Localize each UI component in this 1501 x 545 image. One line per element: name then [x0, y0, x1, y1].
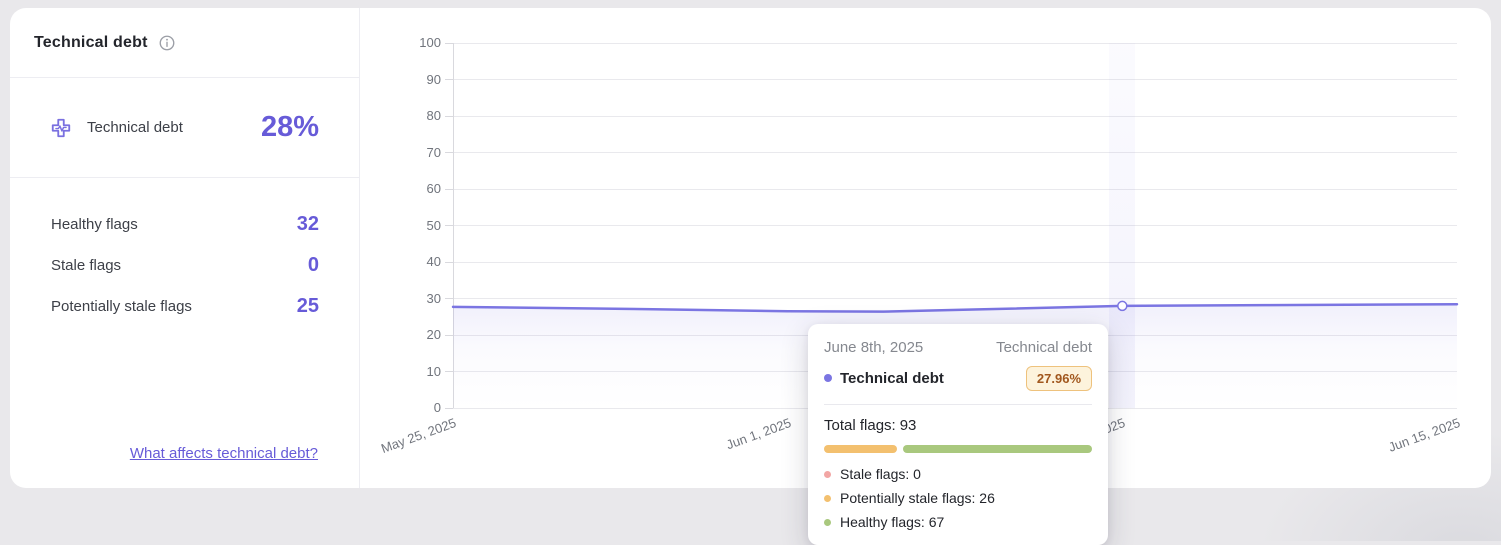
what-affects-link[interactable]: What affects technical debt?	[129, 445, 318, 462]
total-flags-label: Total flags:	[824, 417, 896, 434]
legend-dot-icon	[824, 470, 831, 478]
flag-label: Stale flags	[51, 257, 122, 274]
tooltip-legend: Stale flags: 0 Potentially stale flags: 2…	[824, 466, 1092, 530]
y-axis-label: 30	[426, 290, 441, 306]
y-axis-tick	[445, 115, 453, 117]
flag-label: Healthy flags	[51, 216, 138, 233]
technical-debt-metric-row: Technical debt 28%	[10, 78, 359, 178]
y-axis-label: 100	[419, 35, 441, 50]
tooltip-column-title: Technical debt	[996, 339, 1092, 356]
legend-dot-icon	[824, 494, 831, 502]
tooltip-date: June 8th, 2025	[824, 339, 924, 356]
health-cross-icon	[50, 117, 72, 139]
technical-debt-card: Technical debt Technical debt 28%	[10, 8, 1491, 488]
gridline	[453, 225, 1457, 226]
y-axis-tick	[445, 371, 453, 372]
tooltip-legend-item: Stale flags: 0	[824, 466, 1092, 482]
gridline	[453, 188, 1457, 190]
y-axis-tick	[445, 334, 453, 336]
y-axis-tick	[445, 188, 453, 190]
x-axis-label: Jun 1, 2025	[723, 415, 793, 453]
hovered-point-marker	[1117, 300, 1128, 312]
gridline	[453, 42, 1457, 44]
gridline	[453, 152, 1457, 153]
panel-header: Technical debt	[10, 8, 359, 78]
tooltip-header: June 8th, 2025 Technical debt	[824, 339, 1092, 356]
y-axis-tick	[445, 261, 453, 263]
tooltip-divider	[824, 404, 1092, 405]
y-axis-tick	[445, 152, 453, 153]
legend-dot-icon	[824, 518, 831, 526]
flag-value: 25	[296, 295, 319, 317]
y-axis-label: 50	[426, 217, 441, 233]
metric-label: Technical debt	[87, 119, 183, 136]
debt-line	[451, 303, 1459, 313]
series-dot-icon	[824, 374, 832, 382]
gridline	[453, 79, 1457, 80]
flag-row-potentially-stale: Potentially stale flags 25	[51, 286, 319, 327]
y-axis-label: 10	[426, 363, 441, 379]
y-axis-tick	[445, 298, 453, 299]
y-axis-tick	[445, 407, 453, 409]
flags-list: Healthy flags 32 Stale flags 0 Potential…	[10, 178, 359, 327]
flags-bar	[824, 445, 1092, 453]
panel-title: Technical debt	[34, 33, 148, 51]
y-axis-line	[453, 43, 454, 408]
y-axis-label: 80	[426, 108, 441, 123]
tooltip-value-badge: 27.96%	[1025, 365, 1092, 391]
tooltip-series-name: Technical debt	[840, 369, 944, 387]
tooltip-series-row: Technical debt 27.96%	[824, 365, 1092, 391]
flag-label: Potentially stale flags	[51, 298, 192, 315]
y-axis-label: 60	[426, 181, 441, 196]
flag-row-healthy: Healthy flags 32	[51, 204, 319, 245]
gridline	[453, 298, 1457, 299]
y-axis-label: 90	[426, 71, 441, 87]
flag-value: 32	[296, 213, 319, 235]
tooltip-legend-item: Potentially stale flags: 26	[824, 490, 1092, 506]
y-axis-label: 20	[426, 327, 441, 342]
y-axis-label: 70	[426, 144, 441, 160]
gridline	[453, 261, 1457, 263]
legend-text: Potentially stale flags: 26	[840, 490, 995, 506]
y-axis-tick	[445, 225, 453, 226]
flag-value: 0	[307, 254, 319, 276]
x-axis-label: May 25, 2025	[378, 415, 459, 457]
flag-row-stale: Stale flags 0	[51, 245, 319, 286]
flags-bar-segment	[903, 445, 1092, 453]
info-icon[interactable]	[158, 34, 176, 52]
y-axis-tick	[445, 42, 453, 44]
tooltip-legend-item: Healthy flags: 67	[824, 514, 1092, 530]
y-axis-label: 0	[433, 400, 441, 415]
summary-panel: Technical debt Technical debt 28%	[10, 8, 360, 488]
metric-value: 28%	[260, 111, 319, 143]
gridline	[453, 115, 1457, 117]
legend-text: Stale flags: 0	[840, 466, 921, 482]
chart-tooltip: June 8th, 2025 Technical debt Technical …	[808, 324, 1108, 545]
x-axis-label: Jun 15, 2025	[1386, 415, 1463, 455]
flags-bar-segment	[824, 445, 898, 453]
tooltip-total-flags: Total flags: 93	[824, 417, 1092, 434]
y-axis-label: 40	[426, 254, 441, 269]
legend-text: Healthy flags: 67	[840, 514, 945, 530]
total-flags-value: 93	[899, 417, 917, 434]
y-axis-tick	[445, 79, 453, 80]
